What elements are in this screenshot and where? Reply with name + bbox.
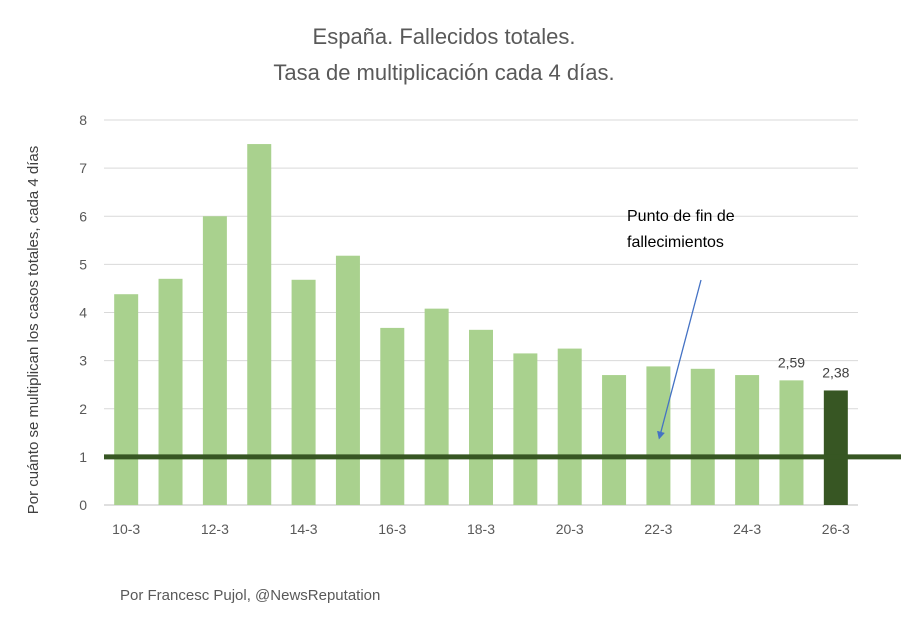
bar-13-3 [247,144,272,505]
x-tick-label: 18-3 [467,521,495,537]
x-tick-label: 26-3 [822,521,850,537]
data-label: 2,38 [822,364,849,380]
annotation-line-2: fallecimientos [627,234,724,251]
bar-22-3 [646,366,671,505]
y-tick-labels: 0 1 2 3 4 5 6 7 8 [79,112,87,513]
y-axis-label: Por cuánto se multiplican los casos tota… [25,146,42,515]
x-tick-label: 14-3 [290,521,318,537]
bar-14-3 [291,279,316,505]
bar-15-3 [335,255,360,505]
x-tick-label: 16-3 [378,521,406,537]
bar-19-3 [513,353,538,505]
bar-10-3 [114,294,139,505]
y-tick-label: 4 [79,305,87,321]
bar-12-3 [202,216,227,505]
x-tick-label: 24-3 [733,521,761,537]
data-label: 2,59 [778,354,805,370]
y-tick-label: 6 [79,208,87,224]
x-tick-label: 12-3 [201,521,229,537]
data-labels: 2,59 2,38 [778,354,850,380]
y-tick-label: 2 [79,401,87,417]
y-tick-label: 1 [79,449,87,465]
annotation-arrow [657,279,702,440]
chart-title-line-2: Tasa de multiplicación cada 4 días. [273,60,614,85]
y-tick-label: 0 [79,497,87,513]
y-tick-label: 8 [79,112,87,128]
y-tick-label: 3 [79,353,87,369]
annotation-line-1: Punto de fin de [627,208,735,225]
bar-18-3 [469,329,493,505]
bar-23-3 [690,368,715,505]
bar-26-3 [823,390,848,505]
x-tick-labels: 10-3 12-3 14-3 16-3 18-3 20-3 22-3 24-3 26-3 [112,521,850,537]
x-tick-label: 20-3 [556,521,584,537]
bars [114,144,848,505]
bar-21-3 [602,375,627,505]
credit-text: Por Francesc Pujol, @NewsReputation [120,587,380,604]
bar-20-3 [557,348,582,505]
bar-16-3 [380,327,405,505]
bar-17-3 [424,308,449,505]
x-tick-label: 22-3 [644,521,672,537]
bar-25-3 [779,380,804,505]
chart-title-line-1: España. Fallecidos totales. [313,24,576,49]
bar-11-3 [158,278,183,505]
y-tick-label: 5 [79,256,87,272]
bar-24-3 [735,375,760,505]
y-tick-label: 7 [79,160,87,176]
x-tick-label: 10-3 [112,521,140,537]
